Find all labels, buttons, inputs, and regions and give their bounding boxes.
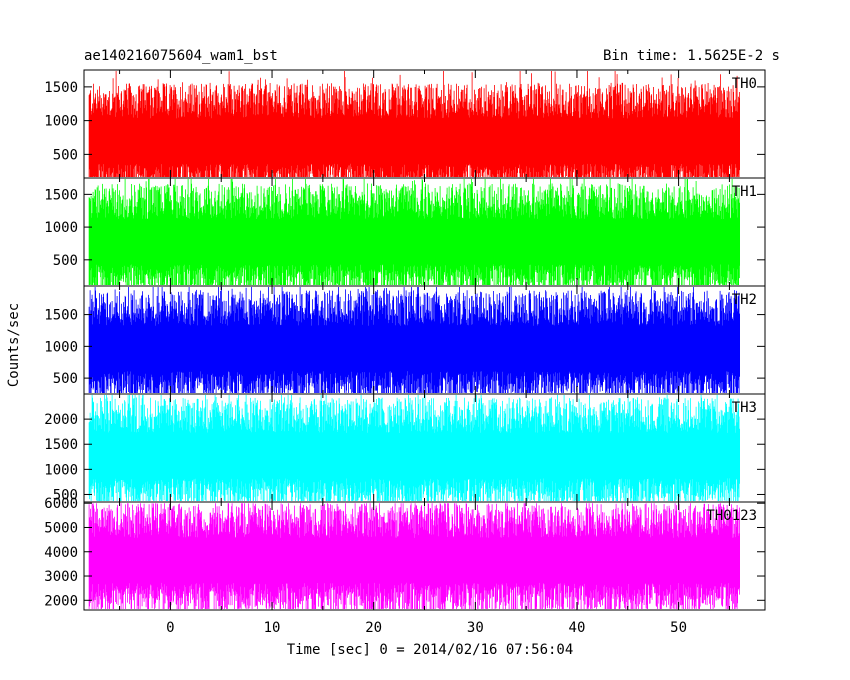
y-tick-label: 500 — [53, 147, 78, 163]
y-tick-label: 1000 — [44, 220, 78, 236]
panel-th1: 500 1000 1500 TH1 — [44, 177, 766, 287]
panel-th0123: 2000 3000 4000 5000 6000 TH0123 — [44, 496, 766, 611]
series-trace-th3 — [88, 395, 740, 501]
series-trace-th1 — [88, 179, 740, 285]
series-trace-th2 — [88, 287, 740, 393]
chart-title: ae140216075604_wam1_bst — [84, 48, 278, 64]
y-tick-label: 500 — [53, 253, 78, 269]
y-tick-label: 5000 — [44, 520, 78, 536]
y-tick-label: 1000 — [44, 114, 78, 130]
y-axis-label: Counts/sec — [6, 303, 22, 387]
panel-label-th3: TH3 — [732, 400, 757, 416]
y-tick-label: 1500 — [44, 308, 78, 324]
y-tick-label: 3000 — [44, 569, 78, 585]
panel-label-th2: TH2 — [732, 292, 757, 308]
series-trace-th0123 — [88, 503, 740, 609]
bin-time-label: Bin time: 1.5625E-2 s — [603, 48, 780, 64]
y-tick-label: 1000 — [44, 462, 78, 478]
x-tick-label: 20 — [365, 620, 382, 636]
y-tick-label: 1500 — [44, 80, 78, 96]
panel-th3: 500 1000 1500 2000 TH3 — [44, 393, 766, 503]
x-axis-label: Time [sec] 0 = 2014/02/16 07:56:04 — [287, 642, 574, 658]
x-tick-label: 50 — [670, 620, 687, 636]
x-tick-label: 10 — [264, 620, 281, 636]
y-tick-label: 500 — [53, 371, 78, 387]
y-tick-label: 1500 — [44, 437, 78, 453]
panel-label-th0123: TH0123 — [706, 508, 757, 524]
x-tick-label: 30 — [467, 620, 484, 636]
y-tick-label: 500 — [53, 487, 78, 503]
y-tick-label: 2000 — [44, 412, 78, 428]
series-trace-th0 — [88, 71, 740, 177]
x-tick-label: 40 — [569, 620, 586, 636]
panel-label-th1: TH1 — [732, 184, 757, 200]
y-tick-label: 6000 — [44, 496, 78, 512]
y-tick-label: 1500 — [44, 187, 78, 203]
y-tick-label: 1000 — [44, 339, 78, 355]
y-tick-label: 4000 — [44, 545, 78, 561]
y-tick-label: 2000 — [44, 593, 78, 609]
panel-label-th0: TH0 — [732, 76, 757, 92]
panel-th2: 500 1000 1500 TH2 — [44, 285, 766, 395]
panel-th0: 500 1000 1500 TH0 — [44, 69, 766, 179]
x-tick-label: 0 — [166, 620, 174, 636]
